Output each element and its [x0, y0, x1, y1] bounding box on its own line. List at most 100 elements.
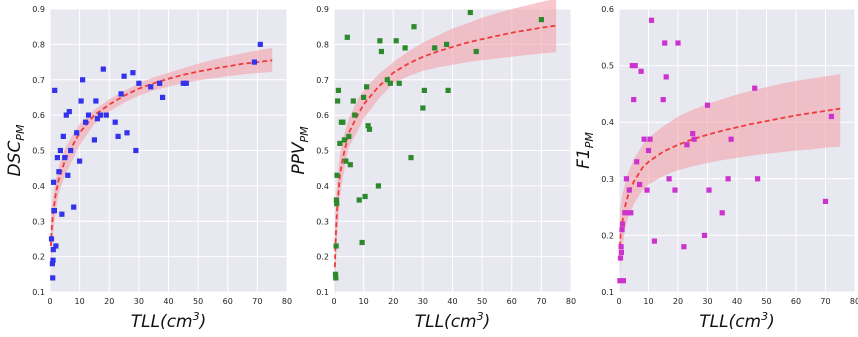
data-point	[634, 159, 640, 165]
data-point	[91, 137, 97, 143]
x-tick-label: 10	[643, 297, 653, 306]
data-point	[625, 210, 631, 216]
data-point	[51, 179, 57, 185]
data-point	[473, 48, 479, 55]
fit-line	[619, 107, 841, 247]
data-point	[361, 94, 367, 100]
data-point	[628, 210, 634, 216]
data-point	[828, 113, 834, 120]
x-tick-label: 20	[673, 297, 683, 306]
data-point	[59, 211, 65, 217]
y-tick-label: 0.3	[316, 217, 329, 226]
x-tick-label: 60	[791, 297, 801, 306]
y-axis-label: F1PM	[574, 132, 596, 169]
data-point	[180, 80, 186, 86]
x-tick-label: 10	[359, 297, 369, 306]
data-point	[684, 142, 690, 148]
data-point	[822, 198, 829, 204]
confidence-band	[50, 47, 273, 271]
data-point	[672, 187, 678, 193]
x-tick-label: 80	[282, 297, 292, 306]
data-point	[335, 98, 341, 104]
fit-line	[50, 59, 273, 247]
data-point	[335, 87, 341, 93]
data-point	[334, 172, 340, 178]
data-point	[53, 243, 59, 249]
y-tick-label: 0.7	[316, 76, 329, 85]
data-point	[148, 84, 154, 90]
data-point	[333, 197, 339, 203]
data-point	[365, 123, 371, 129]
x-tick-label: 70	[252, 297, 262, 306]
x-tick-label: 0	[47, 297, 52, 306]
data-point	[618, 249, 624, 255]
data-point	[467, 9, 473, 16]
data-point	[52, 87, 58, 93]
data-point	[626, 187, 632, 193]
data-point	[619, 227, 625, 233]
y-tick-label: 0.6	[316, 111, 329, 120]
x-tick-label: 30	[702, 297, 712, 306]
data-point	[648, 17, 655, 23]
data-point	[62, 155, 68, 161]
data-point	[725, 176, 731, 182]
data-point	[50, 257, 56, 263]
y-tick-label: 0.3	[32, 217, 45, 226]
data-point	[118, 91, 124, 97]
x-tick-label: 0	[616, 297, 621, 306]
data-point	[57, 147, 63, 154]
data-point	[619, 221, 626, 227]
y-tick-label: 0.7	[32, 76, 45, 85]
data-point	[638, 68, 644, 74]
x-tick-label: 40	[447, 297, 457, 306]
data-point	[334, 201, 340, 207]
x-tick-label: 30	[418, 297, 428, 306]
data-point	[103, 112, 109, 118]
data-point	[623, 176, 629, 182]
data-point	[112, 119, 118, 125]
data-point	[65, 172, 71, 178]
data-point	[445, 87, 451, 93]
data-point	[74, 130, 80, 136]
confidence-band	[619, 74, 841, 281]
data-point	[691, 136, 697, 142]
x-tick-label: 40	[732, 297, 742, 306]
data-point	[675, 40, 681, 46]
data-point	[375, 183, 381, 189]
data-point	[366, 126, 373, 132]
data-point	[333, 275, 339, 281]
data-point	[701, 232, 708, 238]
data-point	[100, 66, 106, 72]
data-point	[332, 271, 339, 277]
data-point	[60, 133, 66, 139]
data-point	[341, 137, 347, 143]
y-tick-label: 0.1	[601, 288, 614, 297]
data-point	[377, 38, 383, 44]
y-tick-label: 0.2	[32, 253, 45, 262]
data-point	[83, 119, 89, 125]
y-tick-label: 0.5	[601, 62, 614, 71]
y-tick-label: 0.2	[316, 253, 329, 262]
data-point	[93, 98, 99, 104]
data-point	[617, 255, 624, 261]
data-point	[647, 136, 653, 142]
data-point	[115, 133, 121, 139]
y-tick-label: 0.2	[601, 231, 614, 240]
data-point	[704, 102, 711, 108]
x-tick-label: 50	[761, 297, 771, 306]
data-point	[660, 97, 666, 103]
y-tick-label: 0.4	[601, 118, 614, 127]
y-tick-label: 0.5	[32, 147, 45, 156]
chart-panel-1: 0 10 20 30 40 50 60 70 80 0.1 0.2 0.3 0.4 0.5 0.6 0.7 0.…	[5, 5, 292, 332]
fit-line	[334, 24, 557, 268]
data-point	[402, 45, 408, 51]
data-point	[663, 74, 669, 80]
x-tick-label: 40	[163, 297, 173, 306]
data-point	[350, 98, 356, 104]
data-point	[133, 147, 139, 154]
data-point	[393, 38, 399, 44]
data-point	[356, 197, 362, 203]
y-tick-label: 0.1	[316, 288, 329, 297]
data-point	[719, 210, 725, 216]
